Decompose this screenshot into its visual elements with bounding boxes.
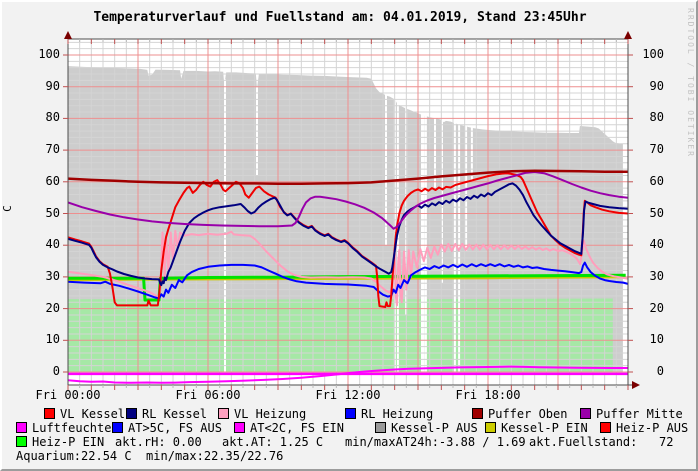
series-rl-heizung (68, 261, 628, 300)
series-vl-heizung (68, 229, 628, 307)
legend-item-rl-kessel: RL Kessel (126, 408, 207, 421)
legend-item-vl-kessel: VL Kessel (44, 408, 125, 421)
legend-label: VL Heizung (234, 407, 307, 421)
series-heiz-p-ein (68, 273, 626, 302)
x-tick-label: Fri 06:00 (175, 388, 241, 402)
legend-label: Heiz-P AUS (616, 421, 689, 435)
y-tick-label-right: 90 (649, 78, 664, 93)
kessel-p-gap (470, 126, 473, 182)
legend-swatch (126, 408, 137, 419)
legend-item-heiz-p-aus: Heiz-P AUS (600, 422, 688, 435)
y-axis-arrow-right (624, 31, 632, 39)
y-tick-label-left: 0 (52, 364, 60, 378)
x-tick-label: Fri 00:00 (35, 388, 101, 402)
legend-label: Heiz-P EIN (32, 435, 105, 449)
legend-label: Puffer Oben (488, 407, 568, 421)
legend-label: Kessel-P AUS (391, 421, 478, 435)
y-tick-label-left: 90 (45, 78, 60, 93)
y-tick-label-right: 70 (649, 142, 664, 157)
legend-swatch (234, 422, 245, 433)
kessel-p-gap (424, 115, 427, 372)
y-tick-label-right: 40 (649, 237, 664, 252)
legend-item-kessel-p-ein: Kessel-P EIN (485, 422, 588, 435)
legend-item-at-5c-fs-aus: AT>5C, FS AUS (112, 422, 222, 435)
series-rl-kessel (68, 182, 628, 287)
y-tick-label-right: 60 (649, 173, 664, 188)
legend-item-rl-heizung: RL Heizung (345, 408, 433, 421)
grid (68, 39, 628, 385)
y-tick-label-left: 20 (45, 300, 60, 315)
legend-swatch (16, 422, 27, 433)
legend-stat-0: akt.rH: 0.00 (115, 435, 202, 449)
y-tick-label-left: 40 (45, 237, 60, 252)
x-axis-arrow (632, 381, 640, 389)
legend-item-luftfeuchte: Luftfeuchte (16, 422, 111, 435)
y-tick-label-left: 10 (45, 332, 60, 347)
legend-swatch (600, 422, 611, 433)
legend-swatch (345, 408, 356, 419)
series-puffer-oben (68, 169, 628, 185)
y-axis-arrow-left (64, 31, 72, 39)
legend-swatch (218, 408, 229, 419)
legend-item-heiz-p-ein: Heiz-P EIN (16, 436, 104, 449)
y-axis-unit-label: C (0, 205, 14, 212)
y-tick-label-left: 70 (45, 142, 60, 157)
x-tick-label: Fri 12:00 (315, 388, 381, 402)
legend-item-at-2c-fs-ein: AT<2C, FS EIN (234, 422, 344, 435)
aquarium-stats: Aquarium:22.54 C min/max:22.35/22.76 (16, 449, 284, 463)
y-tick-label-left: 30 (45, 268, 60, 283)
y-tick-label-right: 80 (649, 110, 664, 125)
y-tick-label-right: 0 (656, 364, 664, 378)
kessel-p-gap (422, 114, 425, 372)
legend-swatch (472, 408, 483, 419)
rrdtool-watermark: RRDTOOL / TOBI OETIKER (686, 8, 695, 158)
y-tick-label-left: 100 (38, 47, 60, 61)
y-tick-label-left: 50 (45, 205, 60, 220)
kessel-p-gap (453, 122, 456, 372)
legend-swatch (44, 408, 55, 419)
legend-label: RL Heizung (361, 407, 434, 421)
y-tick-label-right: 50 (649, 205, 664, 220)
legend-item-kessel-p-aus: Kessel-P AUS (375, 422, 478, 435)
legend-label: Luftfeuchte (32, 421, 112, 435)
legend-item-vl-heizung: VL Heizung (218, 408, 306, 421)
series-puffer-mitte (68, 171, 628, 230)
chart-title: Temperaturverlauf und Fuellstand am: 04.… (93, 10, 587, 25)
legend-item-puffer-mitte: Puffer Mitte (580, 408, 683, 421)
legend-stat-1: akt.AT: 1.25 C (222, 435, 324, 449)
legend-swatch (375, 422, 386, 433)
kessel-p-gap (421, 113, 423, 373)
kessel-p-gap (396, 102, 399, 373)
series-aussentemperatur-at-2c-fs-ein- (68, 365, 628, 384)
legend-label: AT<2C, FS EIN (250, 421, 344, 435)
kessel-p-gap (434, 117, 436, 189)
y-tick-label-right: 10 (649, 332, 664, 347)
legend-label: VL Kessel (60, 407, 126, 421)
y-tick-label-right: 20 (649, 300, 664, 315)
y-tick-label-right: 100 (642, 47, 664, 61)
legend-label: Kessel-P EIN (501, 421, 588, 435)
y-tick-label-left: 80 (45, 110, 60, 125)
legend-stat-3: akt.Fuellstand: 72 (529, 435, 674, 449)
x-tick-label: Fri 18:00 (455, 388, 521, 402)
legend-swatch (112, 422, 123, 433)
y-tick-label-right: 30 (649, 268, 664, 283)
legend-label: AT>5C, FS AUS (128, 421, 222, 435)
kessel-p-gap (385, 94, 387, 246)
legend-swatch (485, 422, 496, 433)
legend-swatch (16, 436, 27, 447)
legend-label: Puffer Mitte (596, 407, 683, 421)
legend-stat-2: min/maxAT24h:-3.88 / 1.69 (345, 435, 526, 449)
legend-item-puffer-oben: Puffer Oben (472, 408, 567, 421)
legend-label: RL Kessel (142, 407, 208, 421)
legend-swatch (580, 408, 591, 419)
y-tick-label-left: 60 (45, 173, 60, 188)
